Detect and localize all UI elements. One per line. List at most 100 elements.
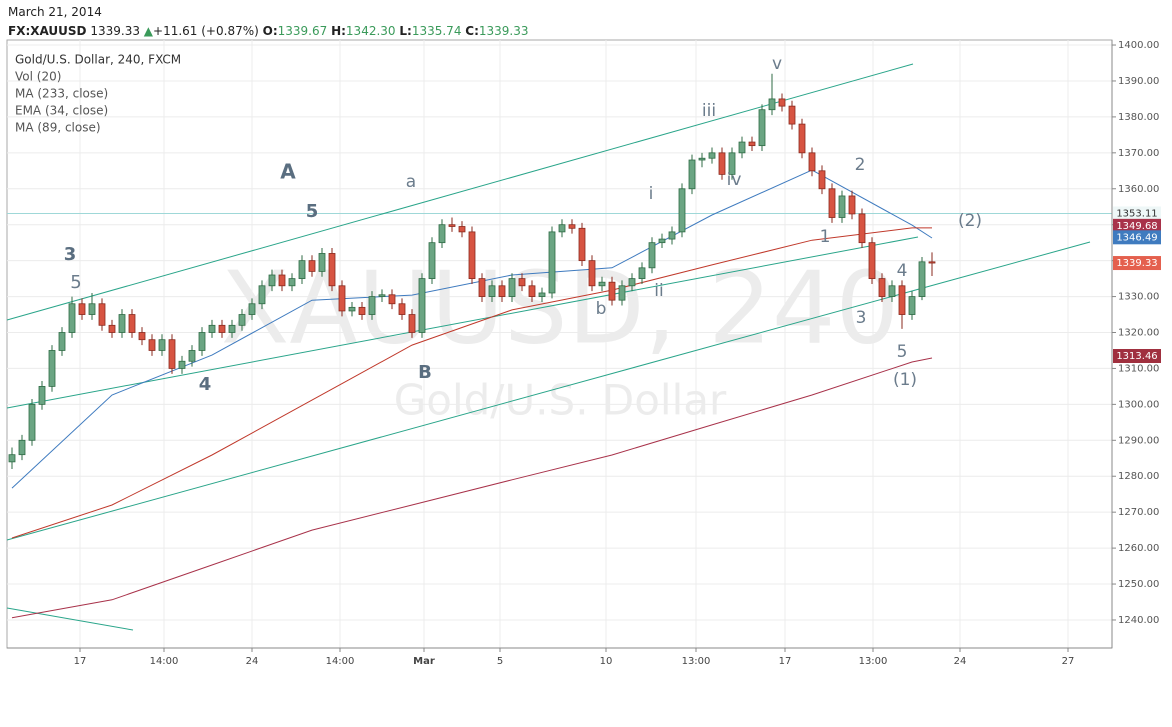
candle-body: [228, 324, 236, 333]
candle-body: [248, 303, 256, 315]
candle-body: [908, 296, 916, 315]
candle-body: [858, 213, 866, 244]
candle-body: [718, 152, 726, 175]
y-tick-label: 1280.00: [1118, 471, 1159, 482]
candle-body: [168, 339, 176, 369]
watermark-sub: Gold/U.S. Dollar: [394, 376, 727, 425]
candle-body: [478, 278, 486, 297]
candle-body: [818, 170, 826, 190]
candle-body: [588, 260, 596, 287]
legend-entry: EMA (34, close): [15, 104, 108, 118]
wave-label: ii: [654, 281, 663, 301]
x-tick-label: 10: [600, 656, 613, 667]
candle-body: [338, 285, 346, 312]
candle-body: [738, 141, 746, 154]
date: March 21, 2014: [8, 5, 102, 19]
x-tick-label: 5: [497, 656, 503, 667]
candle-body: [498, 285, 506, 297]
candle-body: [658, 238, 666, 244]
trendline: [6, 607, 134, 631]
x-tick-label: 13:00: [859, 656, 888, 667]
candle-body: [198, 332, 206, 351]
candle-body: [408, 314, 416, 333]
candle-body: [888, 285, 896, 297]
candle-body: [108, 324, 116, 333]
candle-body: [268, 274, 276, 287]
wave-label: (1): [893, 370, 917, 390]
candle-body: [28, 403, 36, 441]
wave-label: 5: [70, 272, 81, 293]
candle-body: [828, 188, 836, 218]
o-label: O:: [262, 24, 278, 38]
wave-label: 4: [897, 261, 908, 281]
price-label: 1346.49: [1116, 232, 1157, 243]
candle-body: [208, 324, 216, 333]
last: 1339.33: [90, 24, 140, 38]
candle-body: [38, 386, 46, 405]
symbol: FX:XAUUSD: [8, 24, 87, 38]
candle-body: [78, 303, 86, 315]
candle-body: [398, 303, 406, 315]
price-label: 1313.46: [1116, 351, 1157, 362]
candle-body: [358, 306, 366, 315]
candle-body: [678, 188, 686, 233]
x-tick-label: 13:00: [682, 656, 711, 667]
candle-body: [808, 152, 816, 172]
candle-body: [868, 242, 876, 280]
trendline: [6, 241, 1091, 541]
candle-body: [58, 332, 66, 351]
wave-label: 3: [64, 244, 77, 265]
y-tick-label: 1290.00: [1118, 435, 1159, 446]
candle-body: [878, 278, 886, 297]
legend-entry: MA (233, close): [15, 87, 108, 101]
wave-label: iv: [727, 170, 742, 190]
x-tick-label: 24: [246, 656, 259, 667]
wave-label: b: [596, 299, 607, 319]
price-label-bg: [1113, 218, 1161, 233]
candle-body: [838, 195, 846, 218]
candle-body: [118, 314, 126, 333]
candle-body: [148, 339, 156, 351]
legend-title: Gold/U.S. Dollar, 240, FXCM: [15, 53, 181, 67]
candle-body: [258, 285, 266, 305]
candle-body: [68, 303, 76, 333]
price-label-bg: [1113, 230, 1161, 245]
up-icon: ▲: [143, 24, 154, 38]
h-label: H:: [331, 24, 346, 38]
price-label: 1353.11: [1116, 209, 1157, 220]
candle-body: [638, 267, 646, 280]
x-tick-label: 27: [1062, 656, 1075, 667]
y-tick-label: 1260.00: [1118, 543, 1159, 554]
price-label: 1349.68: [1116, 221, 1157, 232]
candle-body: [88, 303, 96, 315]
candle-body: [508, 278, 516, 297]
candle-body: [798, 123, 806, 154]
wave-label: 1: [820, 227, 831, 247]
wave-label: v: [772, 54, 782, 74]
candle-body: [748, 141, 756, 147]
candle-body: [898, 285, 906, 315]
candle-body: [518, 278, 526, 287]
candle-body: [568, 224, 576, 229]
candle-body: [178, 360, 186, 369]
x-tick-label: 14:00: [326, 656, 355, 667]
y-tick-label: 1380.00: [1118, 112, 1159, 123]
candle-body: [608, 281, 616, 301]
candle-body: [458, 226, 466, 233]
candle-body: [18, 439, 26, 456]
y-tick-label: 1240.00: [1118, 615, 1159, 626]
wave-label: iii: [702, 101, 716, 121]
candle-body: [308, 260, 316, 272]
candle-body: [688, 159, 696, 190]
wave-label: A: [280, 160, 296, 184]
candle-body: [698, 157, 706, 161]
l: 1335.74: [411, 24, 462, 38]
candle-body: [618, 285, 626, 301]
trendline: [6, 236, 919, 409]
header: March 21, 2014 FX:XAUUSD 1339.33 ▲+11.61…: [8, 3, 529, 41]
candle-body: [348, 306, 356, 312]
wave-label: 3: [856, 308, 867, 328]
candle-body: [48, 350, 56, 387]
wave-label: 5: [306, 201, 319, 222]
